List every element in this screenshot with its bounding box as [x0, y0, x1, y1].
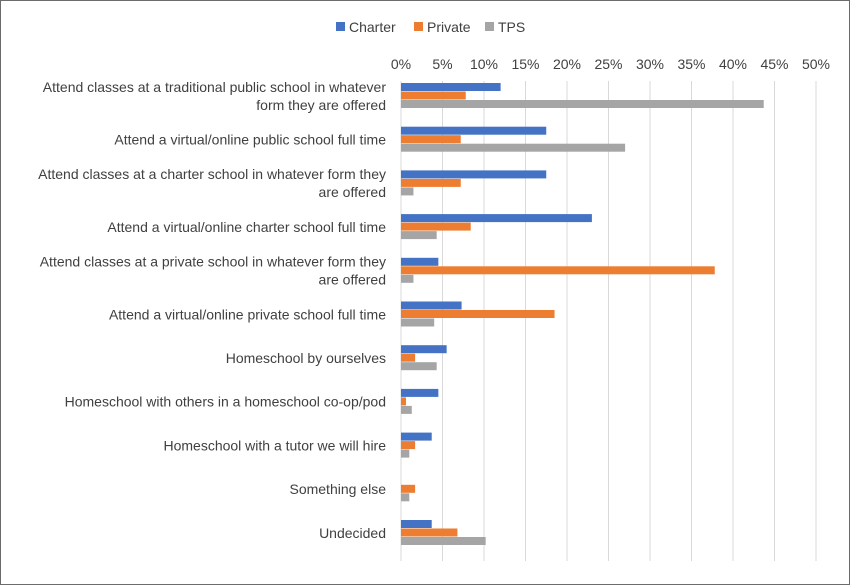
bar-charter [401, 170, 547, 179]
bar-tps [401, 449, 410, 458]
category-label: Attend classes at a private school in wh… [40, 254, 386, 288]
category-label: Attend classes at a traditional public s… [43, 79, 387, 113]
category-label: Attend a virtual/online private school f… [109, 306, 386, 322]
category-label: Homeschool with others in a homeschool c… [65, 394, 386, 410]
category-label: Attend a virtual/online charter school f… [107, 219, 386, 235]
category-label: Something else [289, 481, 386, 497]
bar-private [401, 441, 416, 450]
bar-private [401, 353, 416, 362]
x-axis-ticks: 0% 5% 10% 15% 20% 25% 30% 35% 40% 45% 50% [391, 56, 830, 72]
category-label: Homeschool by ourselves [226, 350, 386, 366]
bar-private [401, 266, 715, 275]
bar-tps [401, 405, 412, 414]
bar-tps [401, 274, 414, 283]
bar-charter [401, 388, 439, 397]
legend-label-charter: Charter [349, 19, 396, 35]
bar-tps [401, 187, 414, 196]
legend-label-private: Private [427, 19, 471, 35]
legend-swatch-charter [336, 22, 345, 31]
bar-tps [401, 231, 437, 240]
x-tick-label: 40% [719, 56, 747, 72]
legend-swatch-tps [485, 22, 494, 31]
bar-tps [401, 493, 410, 502]
category-label: Attend a virtual/online public school fu… [114, 131, 386, 147]
legend: Charter Private TPS [336, 19, 525, 35]
bar-private [401, 222, 471, 231]
bar-charter [401, 520, 432, 528]
x-tick-label: 30% [636, 56, 664, 72]
bar-tps [401, 537, 486, 545]
bar-charter [401, 345, 447, 354]
x-tick-label: 20% [553, 56, 581, 72]
bar-charter [401, 257, 439, 266]
bar-charter [401, 83, 501, 91]
bar-private [401, 528, 458, 537]
category-label: Undecided [319, 525, 386, 541]
bar-charter [401, 432, 432, 441]
x-tick-label: 50% [802, 56, 830, 72]
bar-private [401, 397, 406, 406]
bar-tps [401, 318, 435, 327]
bar-private [401, 310, 555, 318]
category-label: Homeschool with a tutor we will hire [163, 437, 386, 453]
category-labels: Attend classes at a traditional public s… [38, 79, 386, 541]
bar-private [401, 135, 461, 144]
bar-charter [401, 301, 462, 310]
bar-charter [401, 214, 592, 223]
category-label: Attend classes at a charter school in wh… [38, 166, 386, 200]
gridlines [400, 81, 817, 561]
bar-private [401, 91, 466, 100]
x-tick-label: 45% [760, 56, 788, 72]
x-tick-label: 35% [677, 56, 705, 72]
x-tick-label: 0% [391, 56, 411, 72]
bar-private [401, 178, 461, 187]
bar-tps [401, 362, 437, 371]
legend-label-tps: TPS [498, 19, 525, 35]
x-tick-label: 10% [470, 56, 498, 72]
bars [401, 83, 764, 545]
x-tick-label: 5% [432, 56, 452, 72]
bar-tps [401, 100, 764, 108]
bar-tps [401, 143, 626, 152]
x-tick-label: 25% [594, 56, 622, 72]
x-tick-label: 15% [511, 56, 539, 72]
legend-swatch-private [414, 22, 423, 31]
bar-charter [401, 126, 547, 135]
bar-private [401, 484, 416, 493]
